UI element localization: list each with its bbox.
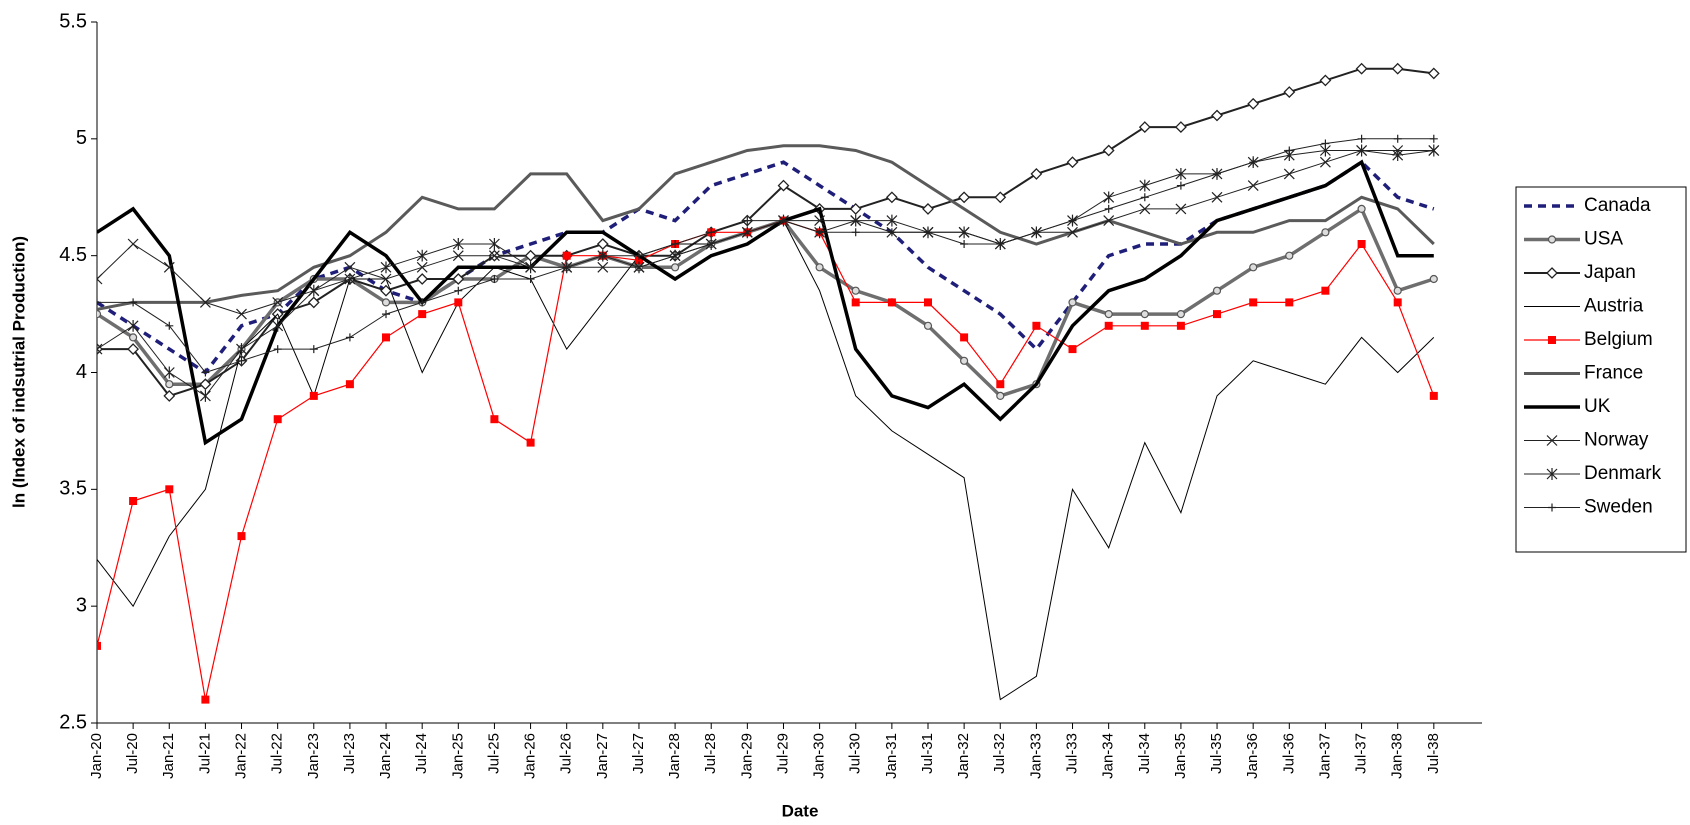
- x-tick-label: Jan-38: [1389, 733, 1406, 779]
- x-tick-label: Jul-24: [413, 733, 430, 774]
- x-tick-label: Jan-34: [1100, 733, 1117, 779]
- x-tick-label: Jul-31: [919, 733, 936, 774]
- legend-label: Austria: [1584, 296, 1644, 317]
- x-tick-label: Jul-32: [991, 733, 1008, 774]
- y-tick-label: 5: [76, 127, 87, 149]
- legend-label: Norway: [1584, 430, 1649, 451]
- x-tick-label: Jul-26: [558, 733, 575, 774]
- x-tick-label: Jan-35: [1172, 733, 1189, 779]
- series-line: [97, 159, 1435, 375]
- y-tick-label: 3: [76, 594, 87, 616]
- x-tick-label: Jul-21: [196, 733, 213, 774]
- legend-label: Denmark: [1584, 463, 1662, 484]
- x-tick-label: Jan-23: [305, 733, 322, 779]
- x-tick-label: Jan-28: [666, 733, 683, 779]
- x-axis-title: Date: [782, 801, 819, 820]
- x-tick-label: Jan-26: [522, 733, 539, 779]
- x-tick-label: Jul-28: [702, 733, 719, 774]
- x-tick-label: Jul-33: [1063, 733, 1080, 774]
- y-tick-label: 2.5: [59, 711, 87, 733]
- y-tick-label: 3.5: [59, 478, 87, 500]
- x-tick-label: Jul-37: [1353, 733, 1370, 774]
- x-tick-label: Jan-22: [232, 733, 249, 779]
- x-tick-label: Jan-31: [883, 733, 900, 779]
- legend-label: Canada: [1584, 195, 1651, 216]
- y-axis-title: ln (Index of indsutrial Production): [9, 236, 28, 508]
- series-line: [97, 134, 1438, 377]
- legend-label: Belgium: [1584, 329, 1653, 350]
- x-tick-label: Jul-23: [341, 733, 358, 774]
- x-tick-label: Jan-25: [449, 733, 466, 779]
- y-tick-label: 4.5: [59, 244, 87, 266]
- x-tick-label: Jan-29: [738, 733, 755, 779]
- legend-label: UK: [1584, 396, 1611, 417]
- x-tick-label: Jul-29: [774, 733, 791, 774]
- x-tick-label: Jul-36: [1280, 733, 1297, 774]
- x-tick-label: Jul-34: [1136, 733, 1153, 774]
- legend-label: USA: [1584, 229, 1623, 250]
- y-tick-label: 4: [76, 361, 87, 383]
- x-tick-label: Jan-37: [1316, 733, 1333, 779]
- x-tick-label: Jul-25: [485, 733, 502, 774]
- x-tick-label: Jul-35: [1208, 733, 1225, 774]
- legend-label: Japan: [1584, 262, 1636, 283]
- y-tick-label: 5.5: [59, 10, 87, 32]
- x-tick-label: Jan-27: [594, 733, 611, 779]
- legend-box: [1515, 186, 1687, 553]
- x-tick-label: Jul-30: [847, 733, 864, 774]
- legend-label: France: [1584, 363, 1643, 384]
- legend-label: Sweden: [1584, 497, 1653, 518]
- x-tick-label: Jan-30: [811, 733, 828, 779]
- x-tick-label: Jan-32: [955, 733, 972, 779]
- x-tick-label: Jul-22: [269, 733, 286, 774]
- x-tick-label: Jan-24: [377, 733, 394, 779]
- x-tick-label: Jan-20: [88, 733, 105, 779]
- x-tick-label: Jul-20: [124, 733, 141, 774]
- x-tick-label: Jul-27: [630, 733, 647, 774]
- x-tick-label: Jan-36: [1244, 733, 1261, 779]
- x-tick-label: Jul-38: [1425, 733, 1442, 774]
- x-tick-label: Jan-33: [1027, 733, 1044, 779]
- x-tick-label: Jan-21: [160, 733, 177, 779]
